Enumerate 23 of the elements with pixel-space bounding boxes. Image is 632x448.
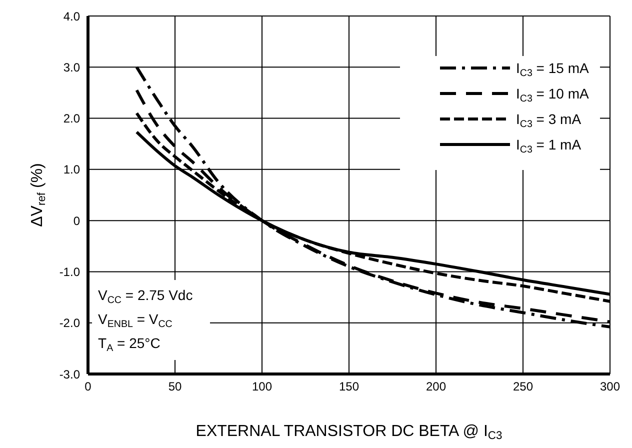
y-tick-label: -2.0 — [59, 316, 80, 330]
y-tick-label: 0 — [73, 214, 80, 228]
legend-label: I$_{C3}$ = 3 mA — [516, 111, 582, 130]
legend-label: I$_{C3}$ = 1 mA — [516, 136, 582, 156]
legend-label: I$_{C3}$ = 15 mA — [516, 60, 590, 79]
annotation: T$_{A}$ = 25°C — [98, 335, 160, 354]
y-tick-label: 4.0 — [63, 9, 80, 24]
x-tick-label: 200 — [426, 380, 446, 394]
y-tick-label: -3.0 — [59, 367, 80, 382]
x-tick-label: 250 — [512, 380, 534, 394]
x-tick-label: 0 — [84, 380, 92, 394]
y-tick-label: 2.0 — [63, 112, 80, 126]
x-tick-label: 50 — [168, 380, 182, 394]
y-tick-label: 3.0 — [63, 60, 80, 74]
annotation: V$_{CC}$ = 2.75 Vdc — [98, 287, 193, 306]
x-tick-label: 100 — [252, 380, 272, 394]
y-tick-label: -1.0 — [59, 264, 80, 279]
x-tick-label: 300 — [600, 380, 620, 394]
x-tick-label: 150 — [338, 380, 360, 394]
x-axis-title: EXTERNAL TRANSISTOR DC BETA @ I$_{C3}$ — [196, 423, 502, 442]
annotation: V$_{ENBL}$ = V$_{CC}$ — [98, 311, 172, 330]
legend-label: I$_{C3}$ = 10 mA — [516, 86, 590, 104]
y-tick-label: 1.0 — [63, 162, 80, 177]
